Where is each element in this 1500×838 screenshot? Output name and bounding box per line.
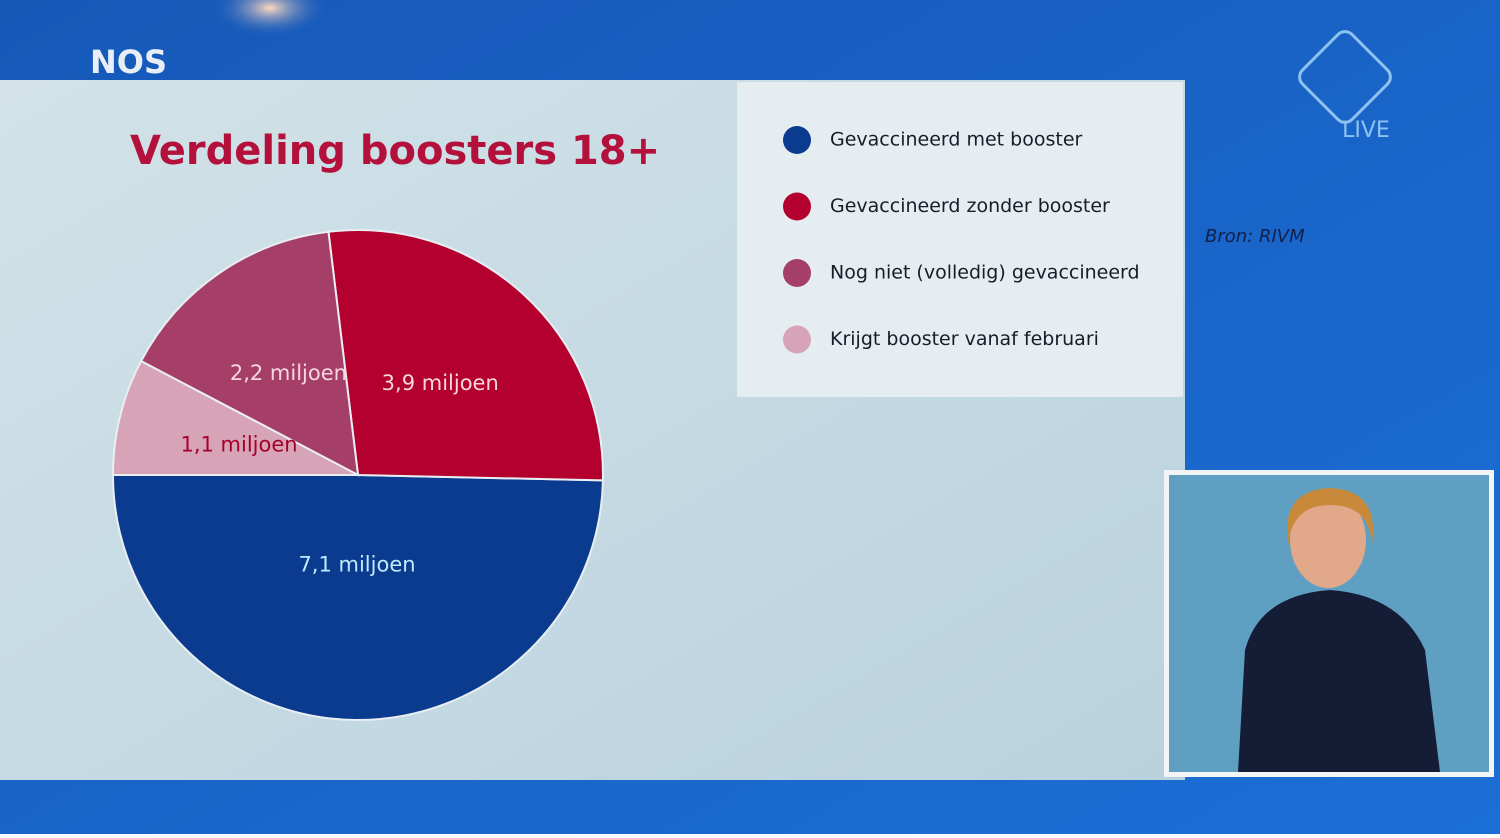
legend-label: Krijgt booster vanaf februari xyxy=(830,328,1099,350)
pie-slice xyxy=(327,229,604,482)
slice-label: 2,2 miljoen xyxy=(230,361,347,385)
live-label: LIVE xyxy=(1342,118,1390,143)
legend-swatch xyxy=(783,126,811,154)
slice-label: 7,1 miljoen xyxy=(298,553,415,577)
legend-label: Gevaccineerd zonder booster xyxy=(830,195,1110,217)
legend-label: Nog niet (volledig) gevaccineerd xyxy=(830,262,1140,284)
interpreter-body xyxy=(1238,590,1440,772)
legend-label: Gevaccineerd met booster xyxy=(830,129,1083,151)
pie-slice xyxy=(111,359,359,476)
interpreter-hair xyxy=(1286,488,1374,545)
light-glare xyxy=(210,0,330,38)
slice-label: 1,1 miljoen xyxy=(180,433,297,457)
legend-swatch xyxy=(783,259,811,287)
npo-logo-shape xyxy=(1298,30,1392,124)
source: Bron: RIVM xyxy=(1205,226,1305,247)
pie-slice xyxy=(139,230,360,477)
legend-swatch xyxy=(783,325,811,354)
interpreter-face xyxy=(1290,492,1366,588)
legend-swatch xyxy=(783,192,811,221)
nos-logo: NOS xyxy=(90,43,167,81)
pie-slice xyxy=(111,474,604,721)
npo-logo: LIVE xyxy=(1298,30,1392,143)
slice-label: 3,9 miljoen xyxy=(382,371,499,395)
chart-title: Verdeling boosters 18+ xyxy=(130,128,660,174)
legend-box xyxy=(737,82,1183,397)
sign-language-inset xyxy=(1164,470,1494,777)
